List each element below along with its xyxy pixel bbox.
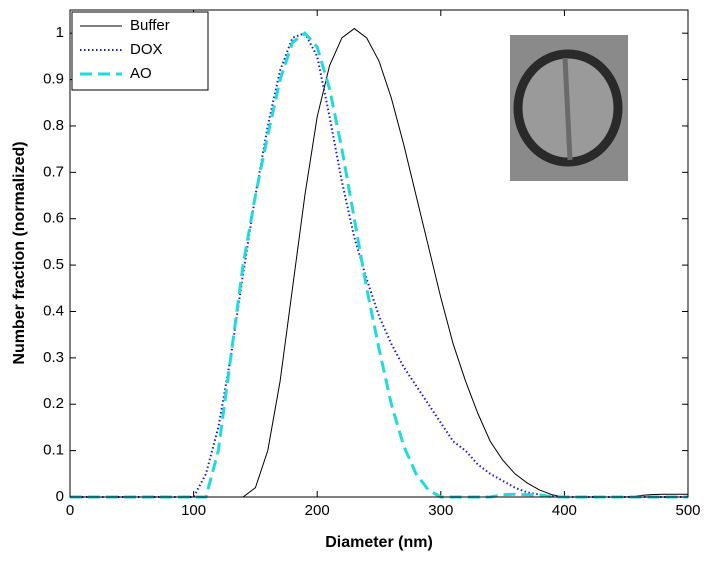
- y-tick-label: 0.7: [43, 163, 64, 180]
- legend-label: AO: [130, 65, 152, 82]
- y-tick-label: 0.6: [43, 210, 64, 227]
- x-tick-label: 0: [66, 502, 74, 519]
- y-tick-label: 0.8: [43, 117, 64, 134]
- legend-label: Buffer: [130, 17, 170, 34]
- y-tick-label: 0.9: [43, 71, 64, 88]
- legend-label: DOX: [130, 41, 163, 58]
- y-axis-label: Number fraction (normalized): [11, 141, 28, 364]
- x-axis-label: Diameter (nm): [325, 534, 433, 551]
- y-tick-label: 1: [56, 24, 64, 41]
- x-tick-label: 500: [675, 502, 700, 519]
- inset-micrograph: [510, 35, 628, 181]
- plot-frame: [69, 9, 689, 498]
- x-tick-label: 300: [428, 502, 453, 519]
- y-tick-label: 0.2: [43, 395, 64, 412]
- y-tick-label: 0.3: [43, 349, 64, 366]
- legend-box: [71, 11, 209, 91]
- x-tick-label: 200: [305, 502, 330, 519]
- y-tick-label: 0.5: [43, 256, 64, 273]
- y-tick-label: 0.1: [43, 442, 64, 459]
- x-tick-label: 100: [181, 502, 206, 519]
- y-tick-label: 0.4: [43, 302, 64, 319]
- x-tick-label: 400: [552, 502, 577, 519]
- y-tick-label: 0: [56, 488, 64, 505]
